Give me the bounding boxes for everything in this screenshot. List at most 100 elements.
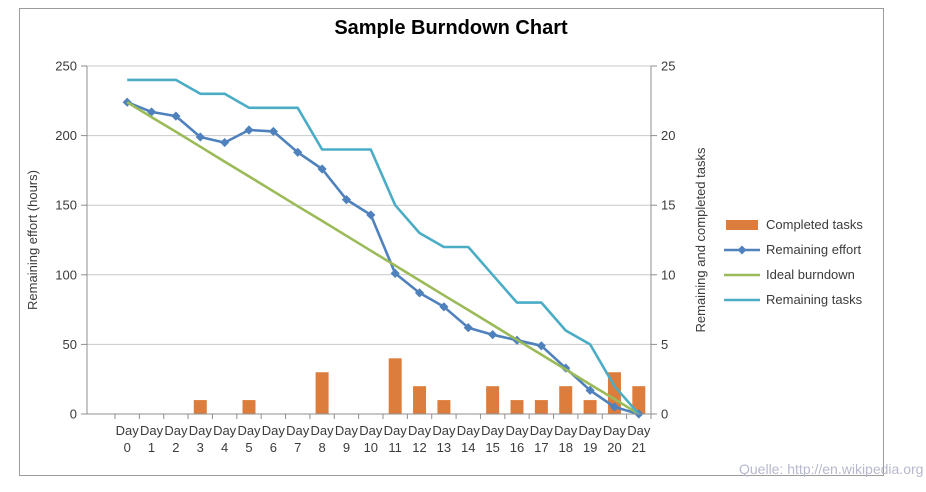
- x-label-line2: 6: [270, 440, 277, 455]
- marker-diamond: [585, 385, 595, 395]
- marker-diamond: [390, 268, 400, 279]
- legend-item-remaining-tasks: Remaining tasks: [724, 287, 863, 312]
- x-label-line1: Day: [213, 423, 237, 438]
- marker-diamond: [220, 137, 230, 148]
- x-label-line2: 4: [221, 440, 228, 455]
- x-label-line2: 18: [558, 440, 572, 455]
- legend-line-swatch-icon: [724, 245, 760, 254]
- x-label-line2: 10: [364, 440, 378, 455]
- bar-completed-tasks: [510, 400, 524, 414]
- right-tick-label: 20: [661, 128, 675, 143]
- x-label-line1: Day: [505, 423, 529, 438]
- marker-diamond: [341, 195, 352, 205]
- legend-line-swatch-icon: [724, 298, 760, 301]
- right-tick-label: 15: [661, 198, 675, 213]
- bar-completed-tasks: [242, 400, 256, 414]
- bar-completed-tasks: [534, 400, 548, 414]
- legend-label: Ideal burndown: [766, 267, 855, 282]
- line-remaining-tasks: [127, 78, 640, 415]
- x-label-line1: Day: [432, 423, 456, 438]
- left-tick-label: 0: [70, 407, 77, 422]
- x-label-line1: Day: [140, 423, 164, 438]
- x-label-line2: 8: [318, 440, 325, 455]
- bar-completed-tasks: [413, 386, 427, 414]
- x-label-line2: 19: [583, 440, 597, 455]
- x-label-line2: 13: [437, 440, 451, 455]
- x-label-line1: Day: [286, 423, 310, 438]
- x-label-line1: Day: [116, 423, 140, 438]
- bar-completed-tasks: [315, 372, 329, 414]
- x-label-line1: Day: [164, 423, 188, 438]
- source-note: Quelle: http://en.wikipedia.org: [739, 461, 924, 477]
- legend-item-ideal-burndown: Ideal burndown: [724, 262, 863, 287]
- marker-diamond: [268, 126, 278, 137]
- bar-completed-tasks: [437, 400, 451, 414]
- bar-completed-tasks: [632, 386, 646, 414]
- x-label-line1: Day: [554, 423, 578, 438]
- x-label-line1: Day: [530, 423, 554, 438]
- x-label-line1: Day: [603, 423, 627, 438]
- marker-diamond: [317, 164, 327, 174]
- legend-label: Completed tasks: [766, 217, 863, 232]
- x-label-line1: Day: [311, 423, 335, 438]
- x-label-line2: 15: [485, 440, 499, 455]
- x-label-line1: Day: [579, 423, 603, 438]
- x-label-line2: 2: [172, 440, 179, 455]
- left-tick-label: 150: [55, 198, 77, 213]
- x-label-line1: Day: [481, 423, 505, 438]
- marker-diamond: [244, 125, 254, 135]
- right-tick-label: 10: [661, 267, 675, 282]
- x-label-line1: Day: [237, 423, 261, 438]
- left-tick-label: 250: [55, 59, 77, 74]
- marker-diamond: [488, 330, 498, 340]
- left-tick-label: 200: [55, 128, 77, 143]
- marker-diamond: [195, 132, 205, 142]
- marker-diamond: [536, 341, 546, 351]
- bar-completed-tasks: [193, 400, 207, 414]
- x-label-line1: Day: [262, 423, 286, 438]
- x-label-line1: Day: [457, 423, 481, 438]
- legend-item-completed-tasks: Completed tasks: [724, 212, 863, 237]
- x-label-line2: 20: [607, 440, 621, 455]
- marker-diamond: [366, 210, 376, 220]
- left-tick-label: 50: [63, 337, 77, 352]
- left-tick-label: 100: [55, 267, 77, 282]
- x-label-line2: 7: [294, 440, 301, 455]
- x-label-line2: 16: [510, 440, 524, 455]
- legend-line-swatch-icon: [724, 273, 760, 276]
- x-label-line2: 1: [148, 440, 155, 455]
- x-label-line1: Day: [627, 423, 651, 438]
- x-label-line2: 17: [534, 440, 548, 455]
- x-label-line1: Day: [359, 423, 383, 438]
- right-tick-label: 5: [661, 337, 668, 352]
- x-label-line2: 14: [461, 440, 475, 455]
- x-label-line1: Day: [384, 423, 408, 438]
- marker-diamond: [439, 302, 449, 312]
- chart-title: Sample Burndown Chart: [334, 17, 568, 39]
- x-label-line1: Day: [189, 423, 213, 438]
- right-tick-label: 0: [661, 407, 668, 422]
- legend-label: Remaining tasks: [766, 292, 863, 307]
- bar-completed-tasks: [583, 400, 597, 414]
- chart-legend: Completed tasks Remaining effort Ideal bur…: [724, 212, 863, 312]
- bar-completed-tasks: [486, 386, 500, 414]
- x-label-line1: Day: [335, 423, 359, 438]
- marker-diamond: [463, 323, 473, 333]
- right-tick-label: 25: [661, 59, 675, 74]
- chart-outer-border: [19, 8, 884, 476]
- marker-diamond: [293, 147, 303, 157]
- x-label-line2: 3: [197, 440, 204, 455]
- line-remaining-effort: [126, 100, 640, 416]
- x-label-line2: 5: [245, 440, 252, 455]
- x-label-line2: 0: [124, 440, 131, 455]
- bar-completed-tasks: [388, 358, 402, 414]
- legend-bar-swatch-icon: [726, 219, 758, 230]
- legend-item-remaining-effort: Remaining effort: [724, 237, 863, 262]
- marker-diamond: [414, 288, 425, 298]
- x-label-line2: 21: [632, 440, 646, 455]
- x-label-line2: 9: [343, 440, 350, 455]
- legend-label: Remaining effort: [766, 242, 862, 257]
- x-label-line2: 12: [412, 440, 426, 455]
